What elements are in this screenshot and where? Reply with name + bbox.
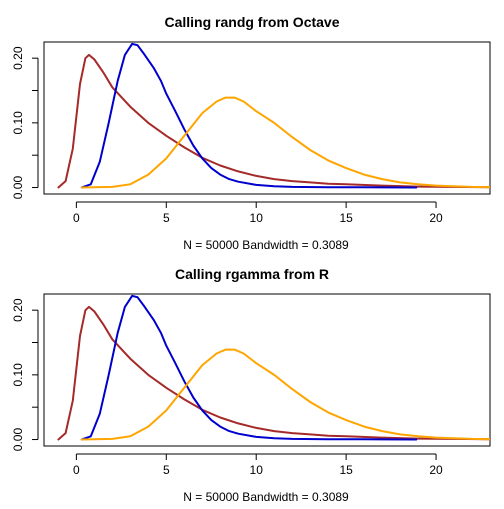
x-tick-label: 15 <box>339 463 353 477</box>
y-tick-label: 0.10 <box>11 363 25 387</box>
y-tick-label: 0.20 <box>11 298 25 322</box>
plot-frame <box>43 41 491 195</box>
chart-panel-1: Calling randg from Octave 0 5 10 15 20 0.00 0.1… <box>11 14 491 252</box>
plot-frame <box>43 293 491 447</box>
chart-title: Calling rgamma from R <box>175 266 329 282</box>
density-line-2 <box>80 294 418 441</box>
x-tick-label: 5 <box>163 211 170 225</box>
chart-panel-2: Calling rgamma from R 0 5 10 15 20 0.00 0.10 0.2… <box>11 266 491 504</box>
x-tick-label: 15 <box>339 211 353 225</box>
density-line-1 <box>57 53 490 189</box>
x-tick-label: 20 <box>429 463 443 477</box>
series-group <box>57 42 490 189</box>
chart-subtitle: N = 50000 Bandwidth = 0.3089 <box>183 490 349 504</box>
y-tick-label: 0.20 <box>11 46 25 70</box>
density-line-2 <box>80 42 418 189</box>
y-tick-label: 0.10 <box>11 111 25 135</box>
x-tick-label: 5 <box>163 463 170 477</box>
series-group <box>57 294 490 441</box>
chart-subtitle: N = 50000 Bandwidth = 0.3089 <box>183 238 349 252</box>
x-tick-label: 10 <box>250 463 264 477</box>
x-tick-label: 0 <box>73 211 80 225</box>
x-tick-label: 20 <box>429 211 443 225</box>
density-line-3 <box>80 96 490 189</box>
density-line-3 <box>80 348 490 441</box>
density-line-1 <box>57 305 490 441</box>
x-tick-label: 10 <box>250 211 264 225</box>
chart-title: Calling randg from Octave <box>164 14 339 30</box>
x-tick-label: 0 <box>73 463 80 477</box>
y-tick-label: 0.00 <box>11 176 25 200</box>
y-tick-label: 0.00 <box>11 428 25 452</box>
